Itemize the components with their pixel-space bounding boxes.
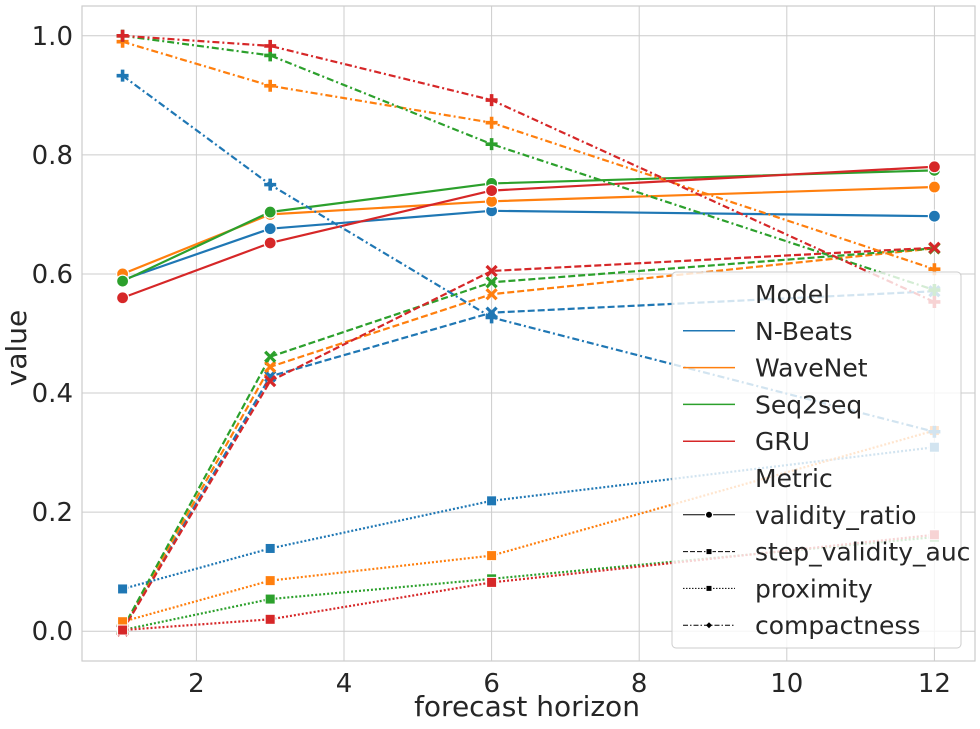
legend-marker-step_validity_auc bbox=[705, 548, 713, 556]
markers-gru-validity_ratio bbox=[115, 160, 942, 305]
y-axis-label: value bbox=[0, 310, 33, 386]
data-point bbox=[264, 593, 276, 605]
data-point bbox=[263, 236, 277, 250]
x-tick-label: 8 bbox=[631, 669, 648, 699]
data-point bbox=[115, 291, 130, 305]
x-tick-label: 6 bbox=[483, 669, 500, 699]
series-line bbox=[122, 536, 935, 632]
series-seq2seq-compactness bbox=[122, 34, 935, 292]
series-line bbox=[122, 209, 935, 281]
series-wavenet-validity_ratio bbox=[122, 185, 935, 275]
legend-label-metric: compactness bbox=[755, 611, 920, 640]
data-point bbox=[116, 29, 129, 42]
data-point bbox=[264, 39, 277, 52]
data-point bbox=[117, 583, 129, 595]
x-axis-label: forecast horizon bbox=[414, 690, 640, 723]
data-point bbox=[485, 116, 498, 129]
data-point bbox=[116, 69, 129, 82]
data-point bbox=[927, 180, 942, 194]
data-point bbox=[486, 495, 498, 507]
data-point bbox=[264, 350, 277, 363]
series-line bbox=[122, 40, 935, 271]
data-point bbox=[264, 613, 276, 625]
series-line bbox=[121, 246, 935, 632]
series-line bbox=[122, 533, 935, 632]
y-tick-label: 0.4 bbox=[32, 379, 73, 409]
data-point bbox=[927, 160, 942, 174]
series-seq2seq-step_validity_auc bbox=[121, 247, 935, 630]
data-point bbox=[264, 79, 277, 92]
x-tick-label: 2 bbox=[188, 669, 205, 699]
data-point bbox=[485, 276, 498, 289]
data-point bbox=[927, 209, 942, 223]
legend-label-metric: proximity bbox=[755, 574, 873, 603]
series-line bbox=[122, 34, 935, 292]
plot-frame bbox=[81, 5, 976, 662]
legend-label-model: WaveNet bbox=[755, 354, 868, 383]
x-tick-label: 12 bbox=[918, 669, 951, 699]
data-point bbox=[486, 576, 498, 588]
y-tick-label: 0.0 bbox=[32, 617, 73, 647]
series-line bbox=[122, 34, 935, 303]
legend-header-metric: Metric bbox=[755, 464, 833, 493]
series-wavenet-compactness bbox=[122, 40, 935, 271]
markers-gru-compactness bbox=[116, 29, 941, 308]
legend-marker-compactness bbox=[706, 622, 712, 629]
legend-label-model: N-Beats bbox=[755, 317, 853, 346]
data-point bbox=[264, 575, 276, 587]
legend-header-model: Model bbox=[755, 280, 830, 309]
series-wavenet-step_validity_auc bbox=[121, 247, 935, 630]
series-gru-validity_ratio bbox=[122, 165, 935, 299]
data-point bbox=[117, 624, 129, 636]
y-tick-label: 0.6 bbox=[32, 260, 73, 290]
data-point bbox=[264, 178, 277, 191]
data-point bbox=[486, 550, 498, 562]
data-point bbox=[485, 288, 498, 301]
y-tick-label: 1.0 bbox=[32, 22, 73, 52]
series-n-beats-proximity bbox=[122, 446, 935, 591]
series-line bbox=[122, 169, 935, 283]
legend-label-metric: validity_ratio bbox=[755, 501, 917, 530]
legend-marker-validity_ratio bbox=[704, 510, 714, 519]
data-point bbox=[264, 375, 277, 388]
series-seq2seq-proximity bbox=[122, 536, 935, 632]
data-point bbox=[485, 311, 498, 324]
series-gru-compactness bbox=[122, 34, 935, 303]
data-point bbox=[485, 138, 498, 151]
legend: Model N-Beats WaveNet Seq2seq GRU Metric valid… bbox=[671, 271, 970, 649]
x-tick-label: 4 bbox=[336, 669, 353, 699]
data-point bbox=[264, 360, 277, 373]
x-tick-label: 10 bbox=[770, 669, 803, 699]
legend-box bbox=[671, 271, 962, 649]
data-point bbox=[264, 542, 276, 554]
data-point bbox=[263, 205, 277, 219]
legend-label-model: Seq2seq bbox=[755, 390, 862, 419]
data-point bbox=[485, 94, 498, 107]
data-point bbox=[263, 222, 277, 236]
series-gru-step_validity_auc bbox=[121, 246, 935, 632]
series-line bbox=[122, 185, 935, 275]
legend-label-metric: step_validity_auc bbox=[755, 538, 970, 567]
axes: 2 4 6 8 10 12 0.0 0.2 0.4 0.6 0.8 1.0 bbox=[32, 5, 976, 699]
legend-marker-proximity bbox=[705, 584, 713, 592]
series-line bbox=[122, 165, 935, 299]
data-point bbox=[115, 274, 130, 288]
series-line bbox=[122, 446, 935, 591]
y-tick-label: 0.8 bbox=[32, 141, 73, 171]
legend-label-model: GRU bbox=[755, 427, 810, 456]
series-seq2seq-validity_ratio bbox=[122, 169, 935, 283]
y-tick-label: 0.2 bbox=[32, 498, 73, 528]
data-point bbox=[928, 241, 941, 254]
series-n-beats-validity_ratio bbox=[122, 209, 935, 281]
data-point bbox=[485, 264, 498, 278]
series-gru-proximity bbox=[122, 533, 935, 632]
series-wavenet-proximity bbox=[122, 429, 935, 623]
series-line bbox=[122, 429, 935, 623]
series-line bbox=[121, 247, 935, 630]
data-point bbox=[484, 183, 499, 198]
series-line bbox=[121, 247, 935, 630]
